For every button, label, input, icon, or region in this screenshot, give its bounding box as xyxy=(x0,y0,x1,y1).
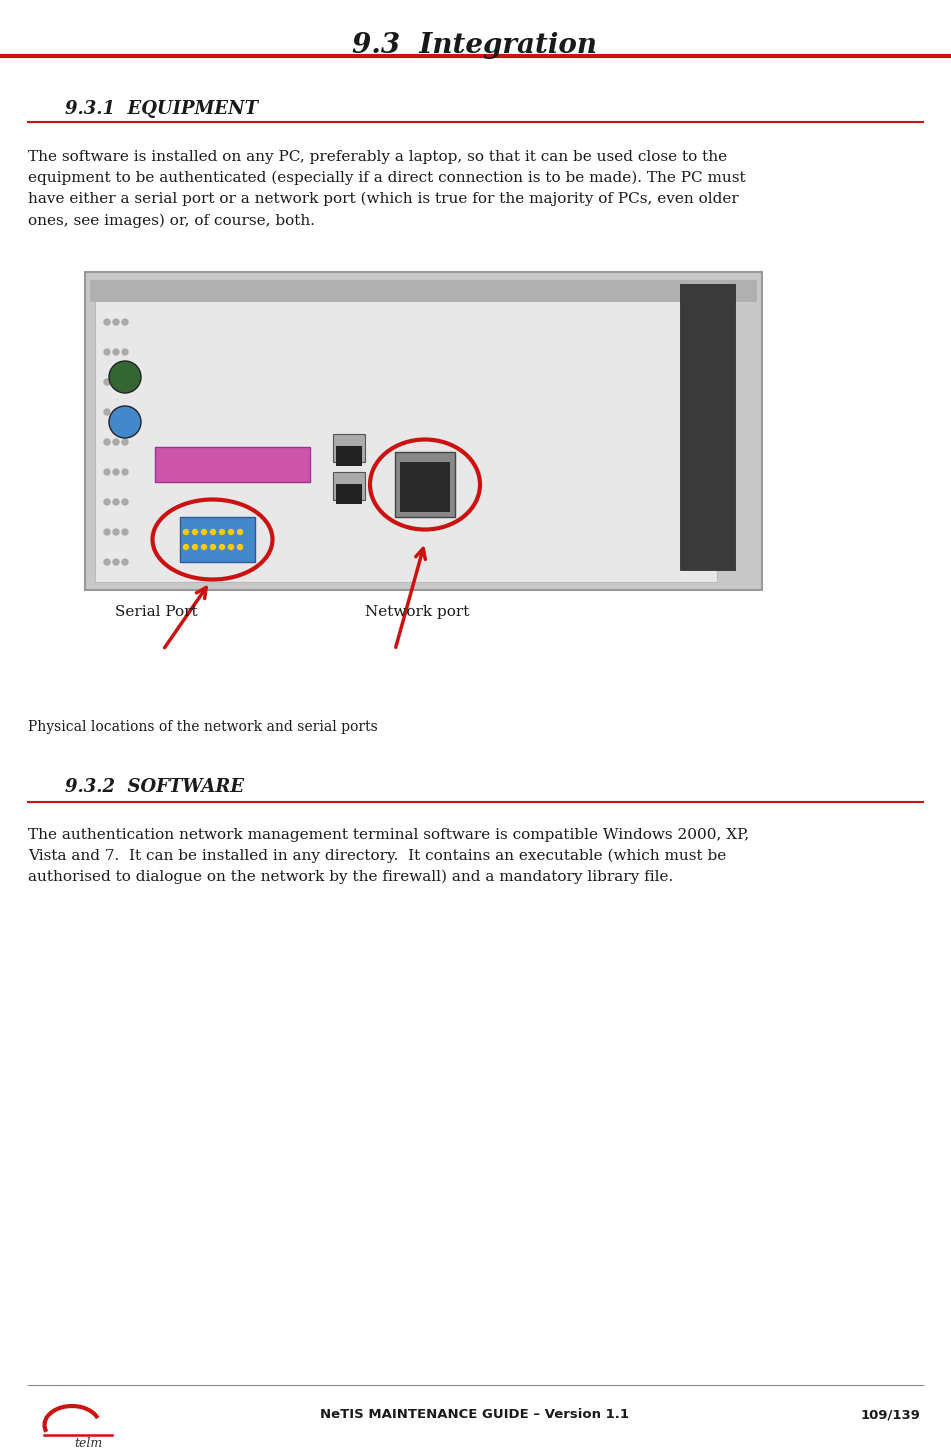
Circle shape xyxy=(228,530,234,534)
Circle shape xyxy=(228,545,234,549)
Bar xyxy=(400,462,450,513)
Text: The software is installed on any PC, preferably a laptop, so that it can be used: The software is installed on any PC, pre… xyxy=(28,150,746,227)
Circle shape xyxy=(113,440,119,446)
Circle shape xyxy=(210,530,216,534)
Text: Serial Port: Serial Port xyxy=(115,606,198,619)
Circle shape xyxy=(104,499,110,505)
Circle shape xyxy=(122,319,128,325)
Bar xyxy=(90,280,757,301)
Circle shape xyxy=(122,409,128,415)
Circle shape xyxy=(238,545,243,549)
Circle shape xyxy=(109,361,141,393)
Circle shape xyxy=(122,349,128,355)
Circle shape xyxy=(202,545,206,549)
Circle shape xyxy=(184,530,188,534)
Circle shape xyxy=(210,545,216,549)
Bar xyxy=(95,280,717,582)
Circle shape xyxy=(122,379,128,384)
Text: Network port: Network port xyxy=(365,606,470,619)
Circle shape xyxy=(104,409,110,415)
Text: 9.3  Integration: 9.3 Integration xyxy=(353,32,597,60)
Circle shape xyxy=(238,530,243,534)
Circle shape xyxy=(104,469,110,475)
Bar xyxy=(180,517,255,562)
Bar xyxy=(85,272,762,590)
Circle shape xyxy=(104,440,110,446)
Circle shape xyxy=(113,349,119,355)
Circle shape xyxy=(104,529,110,534)
Circle shape xyxy=(109,406,141,438)
Text: telm: telm xyxy=(74,1437,103,1450)
Circle shape xyxy=(122,499,128,505)
Circle shape xyxy=(192,545,198,549)
Text: 9.3.1  EQUIPMENT: 9.3.1 EQUIPMENT xyxy=(65,100,258,118)
Circle shape xyxy=(122,440,128,446)
Circle shape xyxy=(122,559,128,565)
Bar xyxy=(395,451,455,517)
Circle shape xyxy=(113,409,119,415)
Circle shape xyxy=(113,529,119,534)
Text: NeTIS MAINTENANCE GUIDE – Version 1.1: NeTIS MAINTENANCE GUIDE – Version 1.1 xyxy=(320,1408,630,1421)
Bar xyxy=(336,483,362,504)
Circle shape xyxy=(220,545,224,549)
Circle shape xyxy=(113,379,119,384)
Circle shape xyxy=(122,529,128,534)
Text: Physical locations of the network and serial ports: Physical locations of the network and se… xyxy=(28,721,378,734)
Circle shape xyxy=(202,530,206,534)
Circle shape xyxy=(113,319,119,325)
Text: The authentication network management terminal software is compatible Windows 20: The authentication network management te… xyxy=(28,828,749,884)
Circle shape xyxy=(113,559,119,565)
Circle shape xyxy=(122,469,128,475)
Text: 9.3.2  SOFTWARE: 9.3.2 SOFTWARE xyxy=(65,778,244,796)
Bar xyxy=(333,434,365,462)
Circle shape xyxy=(104,559,110,565)
Bar xyxy=(333,472,365,499)
Circle shape xyxy=(192,530,198,534)
Circle shape xyxy=(104,379,110,384)
Circle shape xyxy=(220,530,224,534)
Circle shape xyxy=(184,545,188,549)
Circle shape xyxy=(113,469,119,475)
Bar xyxy=(155,447,310,482)
Circle shape xyxy=(113,499,119,505)
Bar xyxy=(680,284,735,569)
Bar xyxy=(336,446,362,466)
Circle shape xyxy=(104,349,110,355)
Circle shape xyxy=(104,319,110,325)
Text: 109/139: 109/139 xyxy=(860,1408,920,1421)
